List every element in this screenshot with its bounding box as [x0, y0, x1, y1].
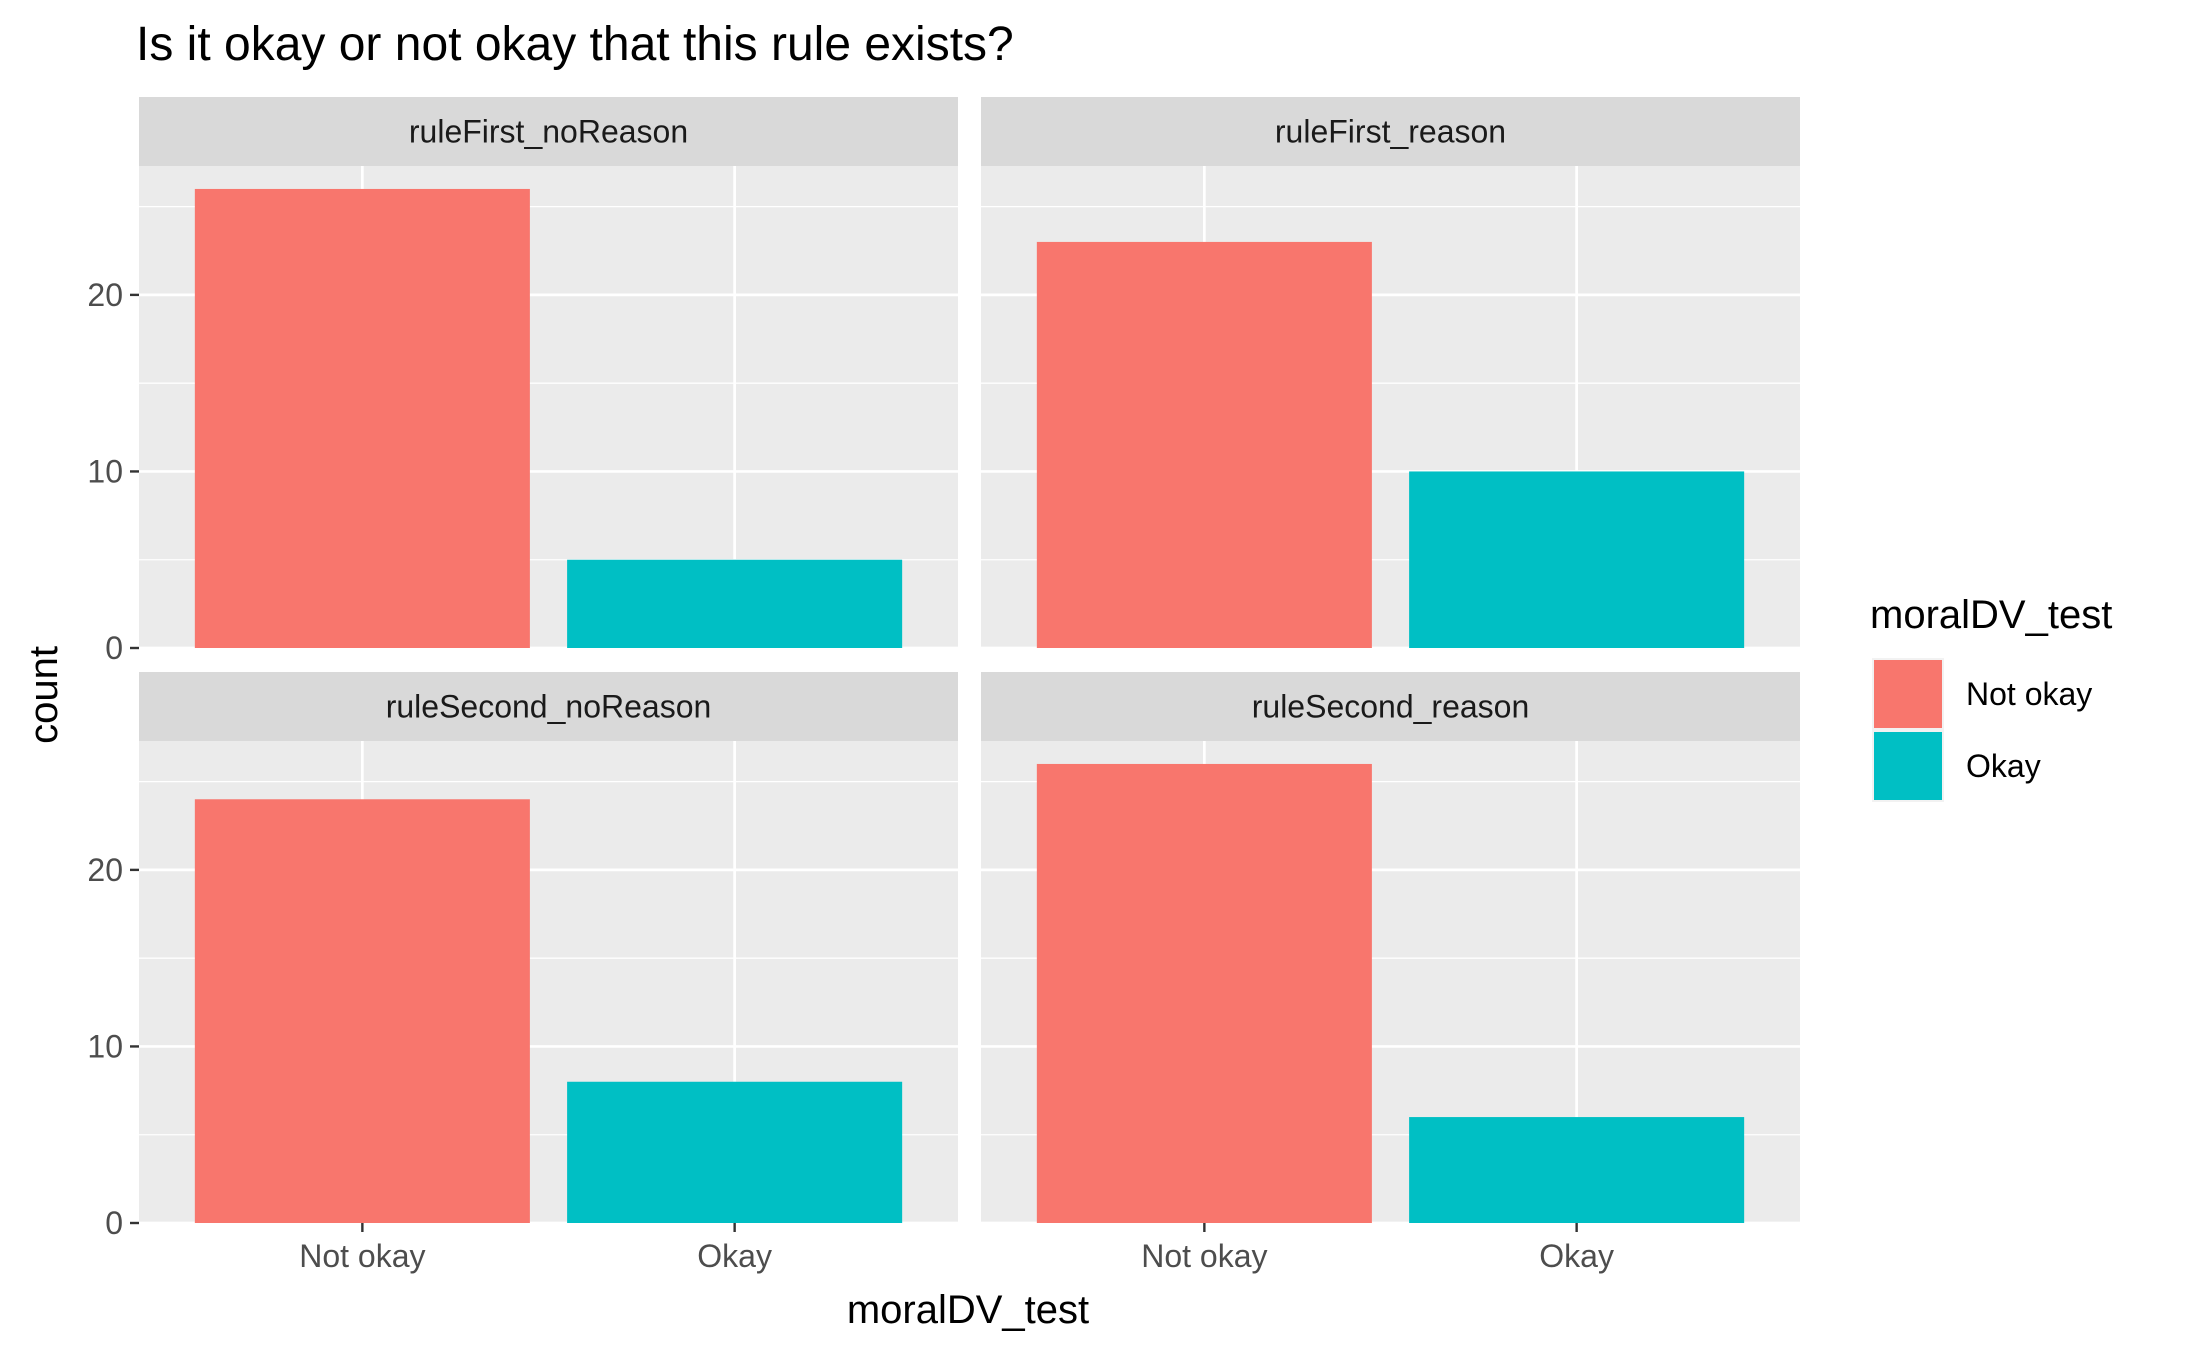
bar-rulefirst-noreason-not-okay [194, 188, 530, 648]
legend-label: Okay [1966, 748, 2041, 784]
facet-strip [139, 97, 958, 166]
legend-key-okay [1874, 732, 1942, 800]
x-tick-label: Okay [697, 1238, 772, 1274]
bar-rulesecond-reason-not-okay [1036, 763, 1372, 1223]
facet-strip-label: ruleFirst_noReason [409, 114, 688, 150]
y-tick-label: 20 [87, 852, 123, 888]
facet-rulefirst-reason: ruleFirst_reason [981, 97, 1800, 650]
x-tick-label: Not okay [299, 1238, 425, 1274]
legend: moralDV_test Not okay Okay [1870, 593, 2112, 802]
legend-title: moralDV_test [1870, 593, 2112, 637]
facet-strip [981, 672, 1800, 741]
x-tick-label: Okay [1539, 1238, 1614, 1274]
chart-title: Is it okay or not okay that this rule ex… [136, 18, 1014, 71]
facet-panels: ruleFirst_noReason01020ruleFirst_reasonr… [87, 97, 1800, 1274]
y-tick-label: 0 [105, 1205, 123, 1241]
bar-rulefirst-noreason-okay [567, 559, 903, 648]
legend-label: Not okay [1966, 676, 2092, 712]
bar-rulesecond-reason-okay [1409, 1117, 1745, 1223]
facet-rulesecond-reason: ruleSecond_reason Not okay Okay [981, 672, 1800, 1274]
x-tick-label: Not okay [1141, 1238, 1267, 1274]
facet-rulefirst-noreason: ruleFirst_noReason 0 10 20 [87, 97, 958, 666]
bar-rulesecond-noreason-not-okay [194, 799, 530, 1223]
x-axis-title: moralDV_test [847, 1288, 1089, 1332]
y-tick-label: 10 [87, 1028, 123, 1064]
y-axis-title: count [22, 646, 66, 744]
facet-rulesecond-noreason: ruleSecond_noReason 0 10 20 Not okay Okay [87, 672, 958, 1274]
bar-rulefirst-reason-okay [1409, 471, 1745, 648]
bar-rulesecond-noreason-okay [567, 1081, 903, 1223]
y-tick-label: 0 [105, 630, 123, 666]
y-tick-label: 10 [87, 453, 123, 489]
y-tick-label: 20 [87, 277, 123, 313]
facet-strip-label: ruleSecond_noReason [386, 689, 712, 725]
bar-rulefirst-reason-not-okay [1036, 241, 1372, 648]
facet-strip [139, 672, 958, 741]
facet-strip-label: ruleSecond_reason [1252, 689, 1530, 725]
facet-strip [981, 97, 1800, 166]
facet-strip-label: ruleFirst_reason [1275, 114, 1506, 150]
legend-key-not-okay [1874, 660, 1942, 728]
